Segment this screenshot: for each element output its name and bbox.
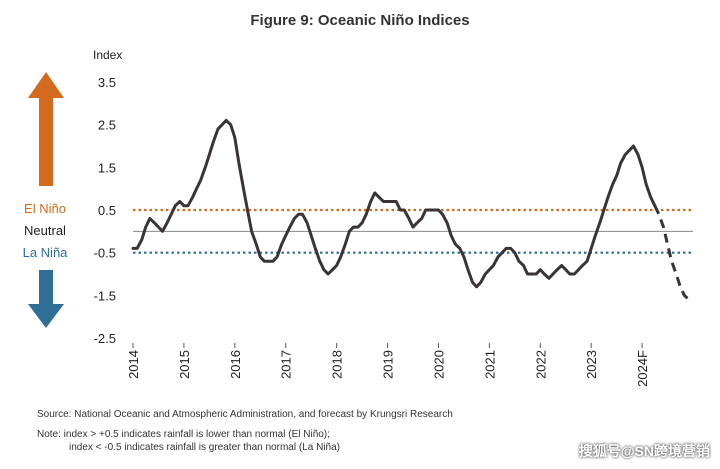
source-note: Source: National Oceanic and Atmospheric…	[37, 409, 453, 420]
y-tick-label: -2.5	[94, 331, 116, 346]
x-tick-label: 2021	[482, 350, 497, 379]
x-tick-label: 2019	[381, 350, 396, 379]
x-tick-label: 2015	[177, 350, 192, 379]
chart-title: Figure 9: Oceanic Niño Indices	[250, 12, 470, 29]
y-tick-label: 3.5	[98, 75, 116, 90]
y-tick-label: 0.5	[98, 203, 116, 218]
note-line-2: index < -0.5 indicates rainfall is great…	[69, 442, 340, 453]
arrow-down-shape	[28, 270, 64, 328]
x-tick-label: 2018	[330, 350, 345, 379]
y-tick-label: -0.5	[94, 246, 116, 261]
observed-series-line	[131, 118, 657, 289]
el-nino-label: El Niño	[24, 201, 66, 216]
x-tick-label: 2016	[228, 350, 243, 379]
x-tick-label: 2020	[431, 350, 446, 379]
x-tick-label: 2024F	[635, 350, 650, 387]
forecast-series-line	[653, 205, 693, 302]
note-block: Note: index > +0.5 indicates rainfall is…	[37, 428, 340, 454]
arrow-up-icon	[28, 72, 64, 186]
neutral-label: Neutral	[24, 223, 66, 238]
x-tick-label: 2017	[279, 350, 294, 379]
x-tick-label: 2022	[533, 350, 548, 379]
oni-line-chart: Index 3.5 2.5 1.5 0.5 -0.5 -1.5 -2.5 2014 2015 201…	[93, 48, 693, 387]
arrow-down-icon	[28, 270, 64, 328]
y-tick-label: 1.5	[98, 160, 116, 175]
arrow-up-shape	[28, 72, 64, 186]
y-tick-label: -1.5	[94, 288, 116, 303]
note-line-1: Note: index > +0.5 indicates rainfall is…	[37, 429, 330, 440]
x-tick-label: 2014	[126, 350, 141, 379]
y-axis-title: Index	[93, 48, 122, 62]
y-tick-label: 2.5	[98, 118, 116, 133]
la-nina-label: La Niña	[22, 245, 68, 260]
watermark: 搜狐号@SN跨境营销	[578, 443, 710, 459]
x-tick-label: 2023	[584, 350, 599, 379]
